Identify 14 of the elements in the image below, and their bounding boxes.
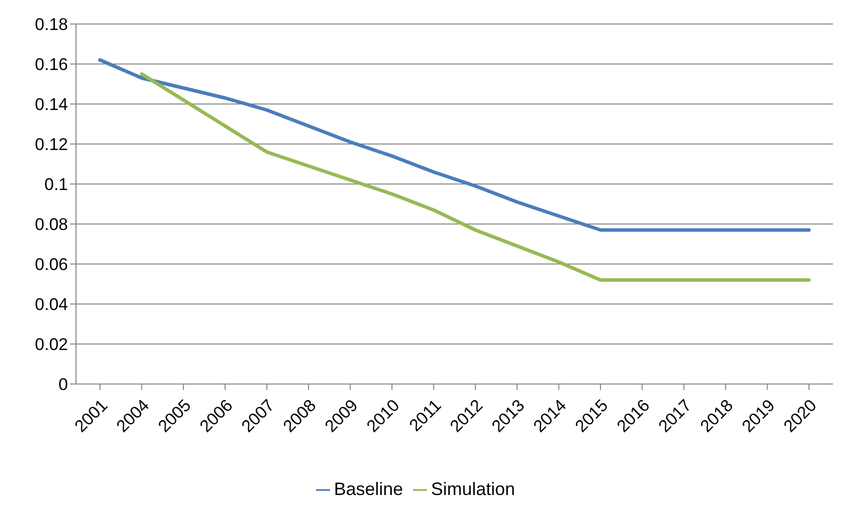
legend-label: Simulation	[431, 479, 516, 499]
y-tick-label: 0.14	[34, 95, 68, 114]
y-tick-label: 0.1	[44, 175, 68, 194]
y-tick-label: 0.02	[34, 335, 68, 354]
y-tick-label: 0.18	[34, 15, 68, 34]
y-tick-label: 0	[58, 375, 68, 394]
line-series	[98, 58, 811, 232]
y-tick-label: 0.08	[34, 215, 68, 234]
y-tick-label: 0.04	[34, 295, 68, 314]
y-tick-label: 0.16	[34, 55, 68, 74]
y-tick-label: 0.06	[34, 255, 68, 274]
y-tick-label: 0.12	[34, 135, 68, 154]
legend-label: Baseline	[334, 479, 403, 499]
line-series	[140, 72, 811, 282]
